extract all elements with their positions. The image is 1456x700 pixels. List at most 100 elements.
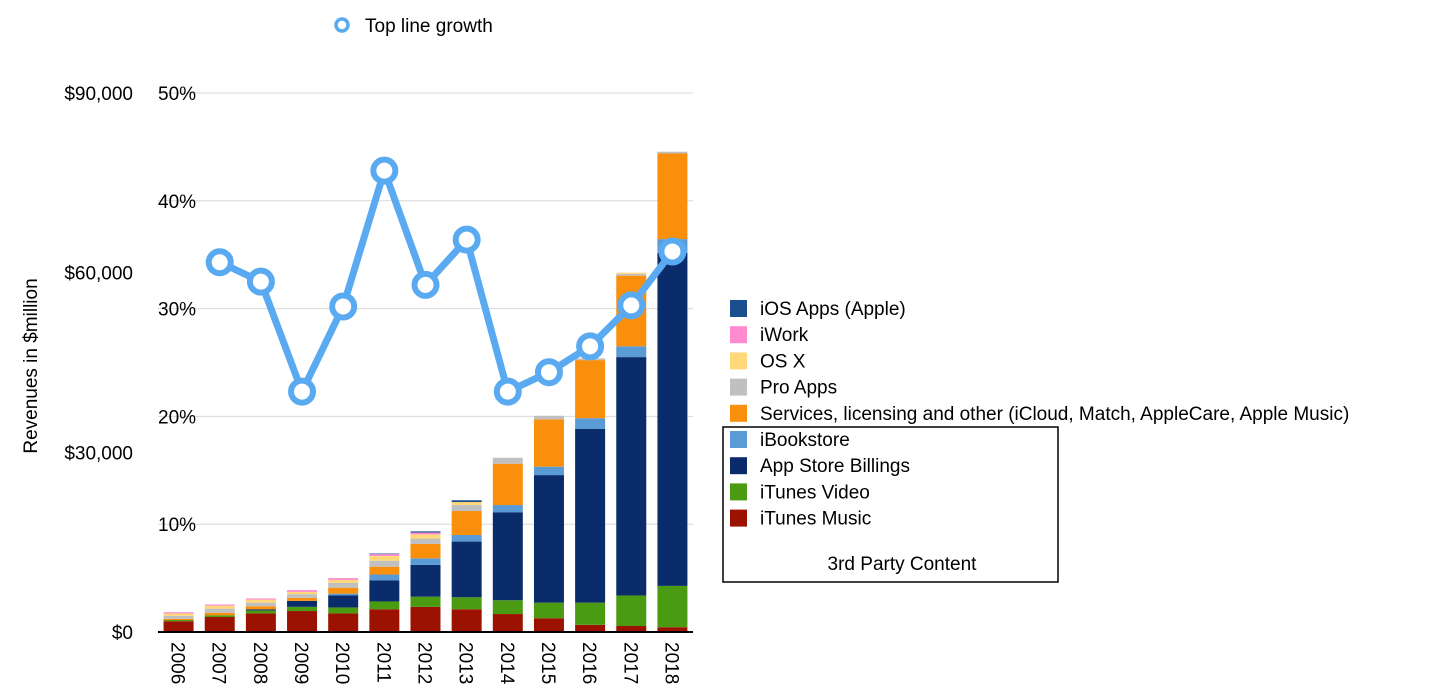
growth-point [329,292,358,321]
bar-segment [369,555,400,561]
bar-segment [451,597,482,610]
legend-label: App Store Billings [760,456,910,477]
bar-segment [369,580,400,602]
x-axis-ticks: 2006 2007 2008 2009 2010 2011 2012 2013 2014 2015… [167,642,682,685]
legend-swatch [730,483,747,501]
bar-segment [410,543,441,559]
bar-segment [657,627,688,632]
legend-swatch [730,431,747,448]
legend-label: iTunes Music [760,509,871,530]
bar-segment [328,613,359,632]
bar-segment [328,582,359,588]
bar-segment [163,613,194,616]
bar-segment [492,457,523,464]
legend-swatch [730,509,747,527]
bar-segment [410,596,441,607]
growth-point [288,377,317,406]
bar-segment [163,618,194,621]
bar-segment [328,595,359,608]
bar-segment [369,574,400,581]
bar-segment [575,360,606,419]
legend-group-label: 3rd Party Content [828,554,978,575]
bar-segment [575,624,606,632]
bar-segment [451,505,482,512]
gridlines [158,92,693,525]
bar-segment [533,602,564,619]
bar-segment [287,611,318,632]
y2-tick-label: 50% [158,84,196,105]
growth-line-series [205,156,687,406]
x-tick-label: 2008 [249,642,270,684]
bar-segment [245,609,276,611]
bar-segment [492,463,523,506]
bar-segment [163,612,194,614]
legend: iOS Apps (Apple) iWork OS X Pro Apps Service… [722,299,1349,583]
bar-segment [616,595,647,627]
bar-segment [204,605,235,609]
bar-segment [410,538,441,544]
bar-segment [410,532,441,535]
bar-segment [163,621,194,632]
line-legend: Top line growth [334,16,493,37]
bar-segment [533,618,564,632]
bar-segment [369,553,400,555]
bar-segment [204,604,235,606]
bar-segment [328,578,359,580]
growth-point [534,358,563,387]
bar-segment [533,419,564,467]
bar-segment [163,620,194,622]
bar-segment [575,418,606,429]
x-tick-label: 2009 [290,642,311,684]
bar-segment [245,599,276,603]
y2-axis-ticks: 10% 20% 30% 40% 50% [158,84,196,536]
growth-point [411,270,440,299]
legend-label: OS X [760,351,806,372]
bar-segment [492,505,523,513]
legend-group-box [722,426,1059,583]
growth-point [246,267,275,296]
bar-segment [657,585,688,628]
bar-segment [616,273,647,276]
bar-segment [410,606,441,632]
y2-tick-label: 10% [158,515,196,536]
bar-segment [492,614,523,632]
bar-segment [533,415,564,420]
bar-segment [204,615,235,618]
bar-segment [492,600,523,615]
bar-segment [410,534,441,539]
legend-swatch [730,457,747,475]
bar-segment [657,151,688,154]
bar-segment [204,608,235,613]
x-tick-label: 2018 [660,642,681,684]
x-tick-label: 2013 [455,642,476,684]
bar-segment [287,594,318,598]
bar-segment [287,591,318,595]
bar-segment [410,531,441,533]
y-tick-label: $30,000 [64,443,133,464]
y-tick-label: $60,000 [64,264,133,285]
bar-segment [410,564,441,597]
x-tick-label: 2007 [208,642,229,684]
legend-swatch [730,300,747,317]
growth-point [493,377,522,406]
bar-segment [575,602,606,625]
y-axis-ticks: $0 $30,000 $60,000 $90,000 [64,84,133,644]
x-tick-label: 2017 [619,642,640,684]
bar-segment [451,500,482,503]
x-tick-label: 2015 [537,642,558,684]
bar-segment [328,607,359,614]
bar-segment [575,428,606,603]
legend-label: Pro Apps [760,378,837,399]
line-legend-label: Top line growth [365,16,493,37]
x-tick-label: 2014 [496,642,517,685]
x-tick-label: 2016 [578,642,599,684]
bar-segment [616,357,647,596]
growth-point [205,248,234,277]
growth-point [617,291,646,320]
line-legend-marker [334,17,350,33]
y2-tick-label: 20% [158,407,196,428]
y-tick-label: $90,000 [64,84,133,105]
bar-segment [287,597,318,601]
bar-segment [328,579,359,583]
bar-segment [657,153,688,240]
